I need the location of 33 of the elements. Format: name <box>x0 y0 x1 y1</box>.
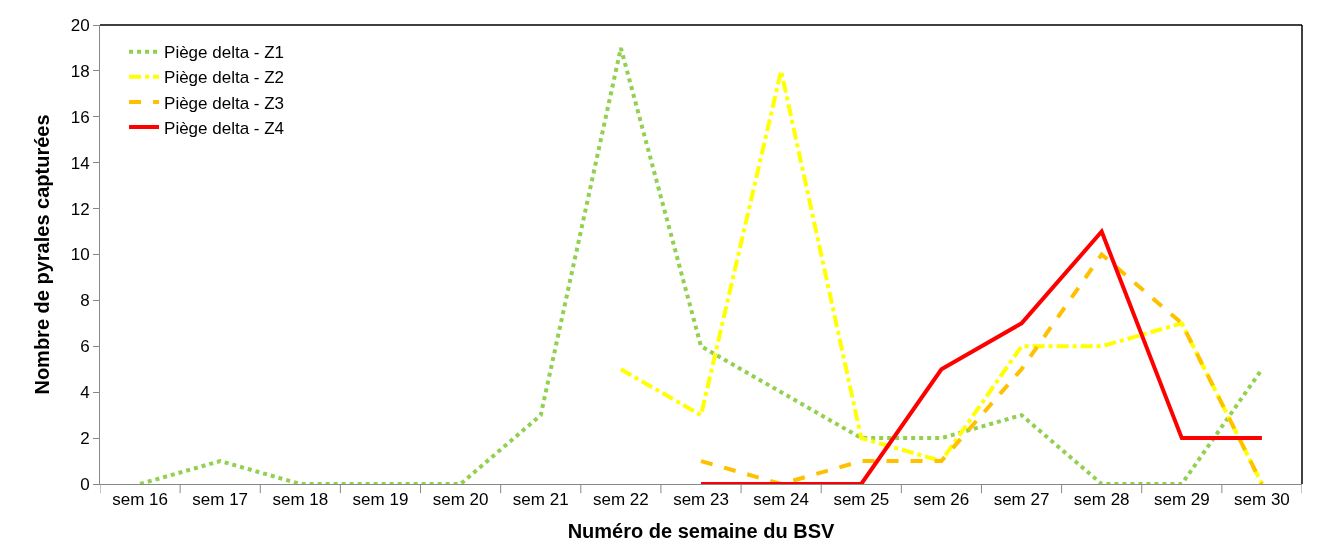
y-tick-label: 10 <box>70 245 90 265</box>
y-tick-label: 18 <box>70 61 90 81</box>
x-tick-label: sem 22 <box>592 490 649 510</box>
legend-label: Piège delta - Z1 <box>164 43 285 63</box>
x-tick-label: sem 21 <box>512 490 569 510</box>
y-axis-title: Nombre de pyrales capturées <box>31 114 54 395</box>
x-tick-label: sem 27 <box>993 490 1050 510</box>
x-tick-label: sem 26 <box>913 490 970 510</box>
x-tick-label: sem 20 <box>432 490 489 510</box>
y-tick-label: 4 <box>80 383 90 403</box>
x-tick-label: sem 17 <box>192 490 249 510</box>
y-tick-label: 12 <box>70 199 90 219</box>
y-tick-label: 20 <box>70 15 90 35</box>
y-tick-label: 6 <box>80 337 90 357</box>
x-tick-label: sem 16 <box>112 490 168 510</box>
legend-label: Piège delta - Z4 <box>164 118 285 138</box>
y-tick-label: 16 <box>70 107 90 127</box>
x-tick-label: sem 28 <box>1073 490 1130 510</box>
x-tick-label: sem 18 <box>272 490 329 510</box>
x-tick-label: sem 23 <box>673 490 729 510</box>
line-series <box>138 45 1264 484</box>
legend-label: Piège delta - Z2 <box>164 68 285 88</box>
x-tick-label: sem 19 <box>352 490 409 510</box>
y-tick-label: 8 <box>80 291 90 311</box>
y-tick-label: 14 <box>70 153 90 173</box>
x-tick-label: sem 25 <box>833 490 890 510</box>
x-axis-title: Numéro de semaine du BSV <box>567 519 836 542</box>
legend-label: Piège delta - Z3 <box>164 93 285 113</box>
x-tick-label: sem 29 <box>1153 490 1210 510</box>
x-tick-label: sem 30 <box>1234 490 1290 510</box>
x-tick-label: sem 24 <box>753 490 810 510</box>
y-tick-label: 0 <box>80 474 90 494</box>
y-tick-label: 2 <box>80 429 90 449</box>
